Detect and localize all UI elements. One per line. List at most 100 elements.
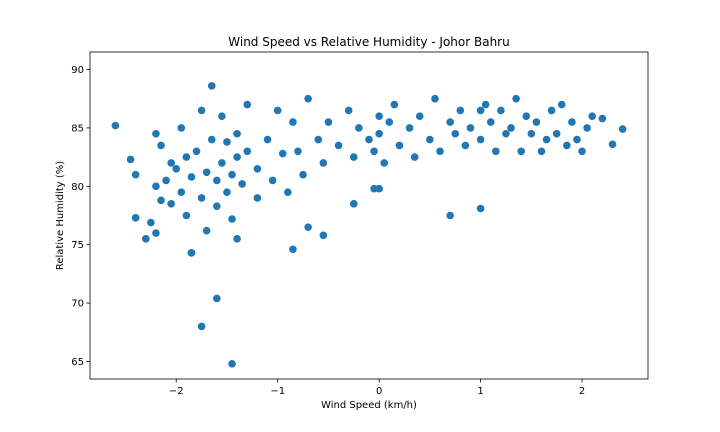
- data-point: [187, 173, 196, 181]
- data-point: [111, 121, 120, 130]
- data-point: [157, 196, 165, 205]
- data-point: [573, 135, 581, 144]
- data-point: [395, 141, 404, 150]
- data-point: [349, 200, 358, 208]
- data-point: [147, 218, 155, 227]
- data-point: [476, 204, 485, 213]
- data-point: [207, 82, 216, 90]
- data-point: [228, 360, 236, 368]
- data-point: [187, 249, 196, 257]
- data-point: [152, 182, 160, 191]
- data-point: [319, 231, 328, 240]
- data-point: [197, 322, 206, 331]
- data-point: [228, 215, 236, 223]
- data-point: [268, 176, 277, 185]
- data-point: [415, 112, 424, 121]
- data-point: [344, 106, 353, 115]
- data-point: [273, 106, 282, 115]
- data-point: [486, 118, 495, 126]
- data-point: [299, 170, 307, 179]
- x-tick-label: −2: [169, 386, 184, 397]
- data-point: [243, 100, 252, 109]
- data-point: [547, 106, 556, 115]
- y-tick-label: 70: [71, 299, 84, 310]
- data-point: [497, 106, 505, 115]
- data-point: [542, 135, 551, 144]
- data-point: [263, 135, 272, 144]
- plot-frame: [89, 51, 649, 380]
- data-point: [218, 112, 226, 121]
- x-tick-label: 0: [376, 386, 382, 397]
- data-point: [507, 124, 515, 132]
- data-point: [304, 223, 312, 231]
- data-point: [385, 118, 394, 126]
- data-point: [598, 114, 607, 123]
- data-point: [182, 153, 191, 161]
- data-point: [213, 176, 221, 185]
- data-point: [192, 147, 201, 156]
- data-point: [355, 124, 363, 132]
- data-point: [131, 214, 140, 222]
- data-point: [527, 129, 536, 138]
- data-point: [253, 194, 262, 202]
- data-point: [152, 229, 160, 237]
- data-point: [197, 194, 206, 202]
- data-point: [324, 118, 333, 126]
- data-point: [446, 118, 454, 126]
- data-point: [253, 164, 262, 173]
- data-point: [431, 94, 439, 103]
- data-point: [202, 226, 211, 235]
- data-point: [436, 147, 444, 156]
- data-point: [233, 235, 241, 243]
- data-point: [476, 106, 485, 115]
- data-point: [167, 159, 175, 167]
- data-point: [182, 211, 191, 220]
- data-point: [233, 129, 241, 138]
- data-point: [522, 112, 531, 121]
- data-point: [334, 141, 343, 150]
- data-point: [512, 94, 520, 103]
- data-point: [426, 135, 434, 144]
- data-points: [111, 82, 627, 368]
- data-point: [243, 147, 252, 156]
- data-point: [588, 112, 596, 121]
- data-point: [238, 180, 246, 188]
- y-tick-label: 90: [71, 65, 84, 76]
- data-point: [537, 147, 546, 156]
- data-point: [284, 188, 292, 196]
- data-point: [563, 141, 571, 150]
- data-point: [608, 140, 617, 149]
- data-point: [177, 188, 186, 196]
- data-point: [446, 211, 454, 220]
- y-tick-label: 85: [71, 123, 84, 134]
- y-tick-label: 75: [71, 240, 84, 251]
- data-point: [370, 147, 378, 156]
- data-point: [167, 200, 175, 208]
- data-point: [223, 188, 231, 196]
- y-axis: 65 70 75 80 85 90: [71, 65, 90, 368]
- data-point: [304, 94, 312, 103]
- data-point: [568, 118, 576, 126]
- data-point: [152, 129, 160, 138]
- data-point: [461, 141, 470, 150]
- data-point: [375, 129, 383, 138]
- data-point: [126, 155, 135, 164]
- data-point: [162, 176, 170, 185]
- x-tick-label: −1: [270, 386, 285, 397]
- data-point: [476, 135, 485, 144]
- data-point: [349, 153, 358, 161]
- data-point: [289, 245, 297, 254]
- data-point: [177, 124, 186, 132]
- data-point: [289, 118, 297, 126]
- data-point: [207, 135, 216, 144]
- chart-title: Wind Speed vs Relative Humidity - Johor …: [228, 35, 509, 49]
- y-axis-label: Relative Humidity (%): [55, 161, 66, 270]
- data-point: [202, 168, 211, 177]
- data-point: [314, 135, 323, 144]
- data-point: [502, 129, 510, 138]
- data-point: [390, 100, 399, 109]
- data-point: [223, 138, 231, 146]
- data-point: [218, 159, 226, 167]
- data-point: [375, 184, 383, 193]
- data-point: [466, 124, 475, 132]
